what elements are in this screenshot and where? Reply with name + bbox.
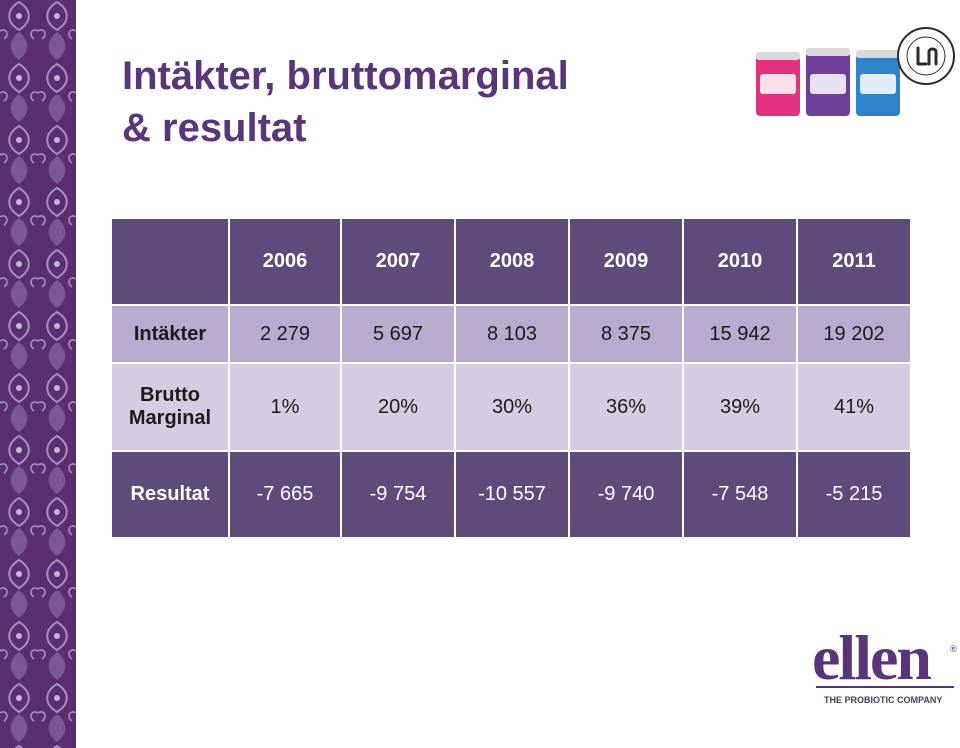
decorative-side-pattern (0, 0, 76, 748)
table-cell: 39% (682, 362, 798, 452)
table-cell: 8 375 (568, 304, 684, 364)
table-cell: 8 103 (454, 304, 570, 364)
header-cell-year: 2008 (454, 217, 570, 306)
row-label-intakter: Intäkter (110, 304, 230, 364)
table-cell: -7 665 (228, 450, 342, 539)
header-cell-year: 2009 (568, 217, 684, 306)
product-jar-purple (806, 48, 850, 116)
table-row-intakter: Intäkter 2 279 5 697 8 103 8 375 15 942 … (110, 304, 912, 364)
table-cell: -9 740 (568, 450, 684, 539)
financial-table: 2006 2007 2008 2009 2010 2011 Intäkter 2… (110, 217, 912, 539)
table-header-row: 2006 2007 2008 2009 2010 2011 (110, 217, 912, 306)
table-cell: -7 548 (682, 450, 798, 539)
table-cell: -10 557 (454, 450, 570, 539)
brand-logo: ellen ® THE PROBIOTIC COMPANY (812, 622, 958, 710)
header-cell-year: 2010 (682, 217, 798, 306)
table-cell: -5 215 (796, 450, 912, 539)
product-jars-image (756, 48, 900, 116)
table-row-resultat: Resultat -7 665 -9 754 -10 557 -9 740 -7… (110, 450, 912, 539)
table-cell: 30% (454, 362, 570, 452)
table-cell: 36% (568, 362, 684, 452)
brand-name: ellen (812, 622, 932, 693)
page-title: Intäkter, bruttomarginal & resultat (122, 50, 569, 154)
table-cell: 15 942 (682, 304, 798, 364)
row-label-brutto-marginal: Brutto Marginal (110, 362, 230, 452)
header-cell-empty (110, 217, 230, 306)
table-cell: -9 754 (340, 450, 456, 539)
brand-divider (816, 686, 954, 688)
header-cell-year: 2007 (340, 217, 456, 306)
title-line-2: & resultat (122, 106, 307, 150)
product-jar-blue (856, 50, 900, 116)
lacto-naturel-seal-icon (897, 27, 955, 85)
table-row-brutto-marginal: Brutto Marginal 1% 20% 30% 36% 39% 41% (110, 362, 912, 452)
product-jar-pink (756, 52, 800, 116)
brand-tagline: THE PROBIOTIC COMPANY (824, 695, 943, 705)
row-label-resultat: Resultat (110, 450, 230, 539)
row-label-line: Brutto (140, 384, 200, 406)
header-cell-year: 2006 (228, 217, 342, 306)
title-line-1: Intäkter, bruttomarginal (122, 54, 569, 98)
table-cell: 20% (340, 362, 456, 452)
table-cell: 41% (796, 362, 912, 452)
header-cell-year: 2011 (796, 217, 912, 306)
table-cell: 19 202 (796, 304, 912, 364)
table-cell: 1% (228, 362, 342, 452)
registered-mark: ® (950, 644, 957, 654)
table-cell: 2 279 (228, 304, 342, 364)
row-label-line: Marginal (128, 407, 212, 429)
table-cell: 5 697 (340, 304, 456, 364)
